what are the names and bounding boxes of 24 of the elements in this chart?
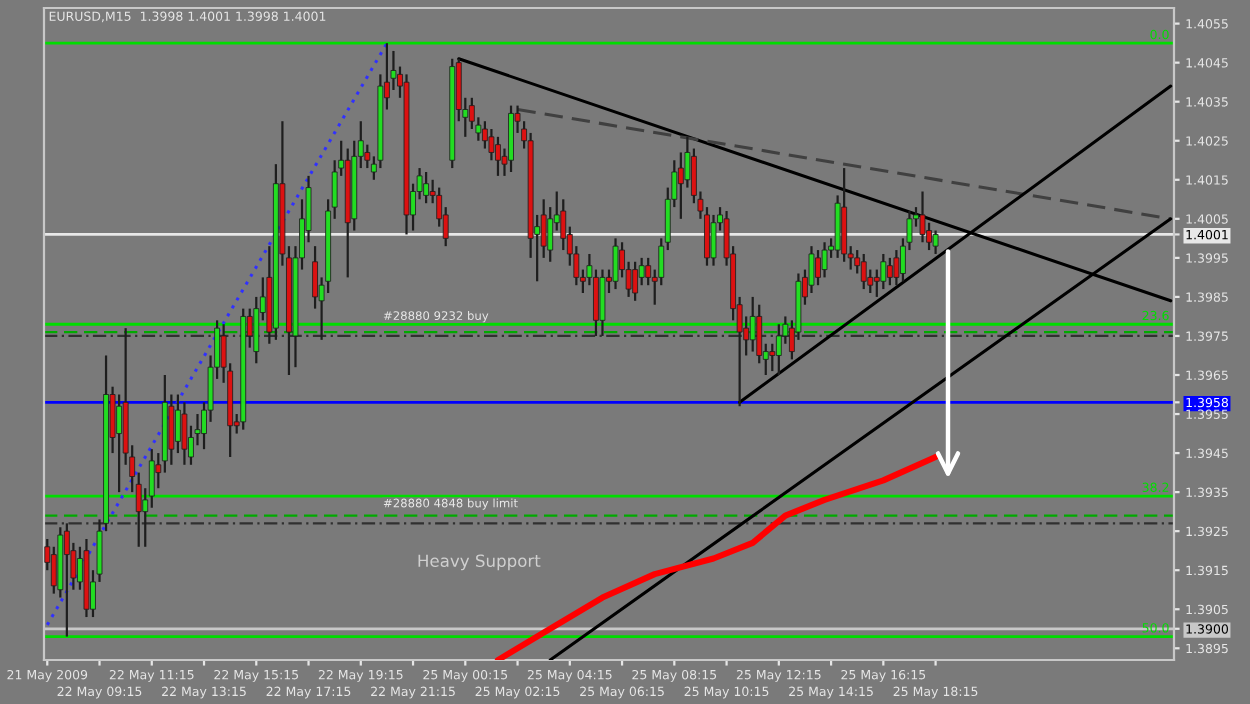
candlestick	[508, 104, 514, 174]
candlestick	[116, 393, 123, 494]
candlestick	[63, 522, 70, 638]
candlestick	[181, 401, 188, 466]
candlestick	[873, 268, 880, 299]
candlestick	[821, 241, 828, 279]
candlestick	[612, 237, 619, 291]
candlestick	[880, 252, 887, 291]
candlestick	[749, 295, 756, 353]
candlestick	[815, 248, 821, 287]
annotation: Heavy Support	[418, 554, 541, 571]
candlestick	[168, 393, 175, 466]
candlestick	[599, 268, 606, 338]
candlestick	[495, 135, 501, 177]
candlestick	[860, 252, 867, 291]
candlestick	[841, 166, 848, 263]
candlestick	[932, 229, 939, 256]
candlestick	[632, 260, 639, 302]
candlestick	[710, 213, 717, 267]
candlestick	[775, 323, 782, 377]
candlestick	[423, 170, 430, 205]
candlestick	[886, 256, 893, 287]
candlestick	[769, 342, 776, 373]
candlestick	[919, 190, 926, 244]
